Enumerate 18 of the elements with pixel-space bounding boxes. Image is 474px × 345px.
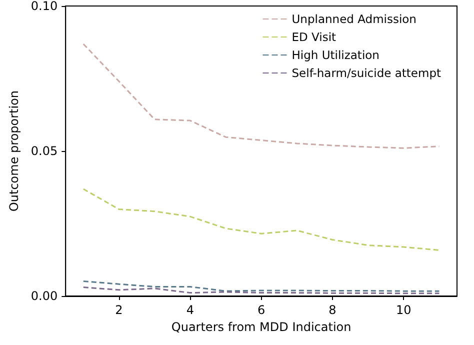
legend-label: ED Visit [292,30,337,44]
x-tick-label: 4 [186,303,194,317]
legend-label: Unplanned Admission [292,12,416,26]
y-axis-title: Outcome proportion [7,90,21,212]
line-series [82,286,440,294]
y-tick-label: 0.05 [30,144,58,158]
x-tick-label: 10 [396,303,412,317]
x-tick-label: 2 [115,303,123,317]
y-tick-label: 0.10 [30,0,58,13]
y-tick-label: 0.00 [30,289,58,303]
x-tick-label: 8 [328,303,336,317]
line-series [82,188,440,251]
line-series [82,43,440,149]
legend-label: Self-harm/suicide attempt [292,66,442,80]
x-axis-title: Quarters from MDD Indication [171,320,352,334]
line-series [82,280,440,292]
x-tick-label: 6 [257,303,266,317]
legend-label: High Utilization [292,48,380,62]
